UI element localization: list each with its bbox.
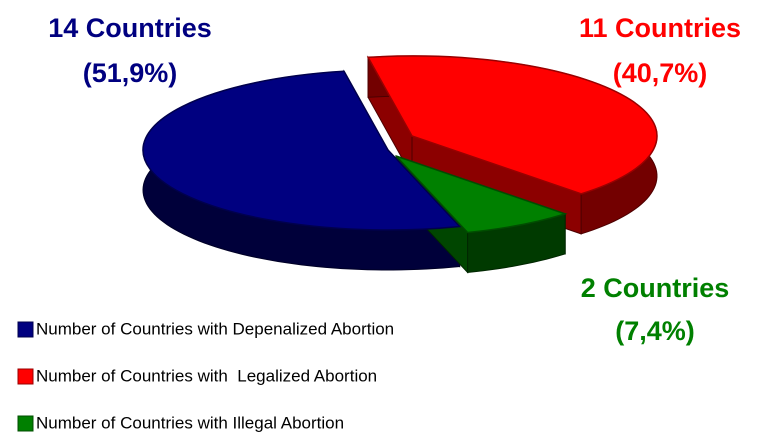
legend-swatch: [17, 415, 34, 432]
pie-tops: [142, 55, 658, 234]
pie-slice: [395, 155, 568, 234]
labels: 14 Countries (51,9%) 11 Countries (40,7%) 2 …: [48, 13, 741, 346]
value-label: 11 Countries: [579, 13, 741, 43]
value-label: 14 Countries: [48, 13, 212, 43]
pie-slice: [366, 55, 658, 195]
legend: Number of Countries with Depenalized Abo…: [17, 319, 394, 432]
legend-swatch: [17, 368, 34, 385]
legend-label: Number of Countries with Depenalized Abo…: [36, 319, 394, 338]
value-label: 2 Countries: [581, 273, 730, 303]
legend-label: Number of Countries with Legalized Abort…: [36, 366, 377, 385]
legend-label: Number of Countries with Illegal Abortio…: [36, 413, 344, 432]
percent-label: (51,9%): [83, 58, 178, 88]
percent-label: (40,7%): [613, 58, 708, 88]
percent-label: (7,4%): [615, 316, 695, 346]
legend-swatch: [17, 321, 34, 338]
pie-slice: [142, 70, 462, 231]
